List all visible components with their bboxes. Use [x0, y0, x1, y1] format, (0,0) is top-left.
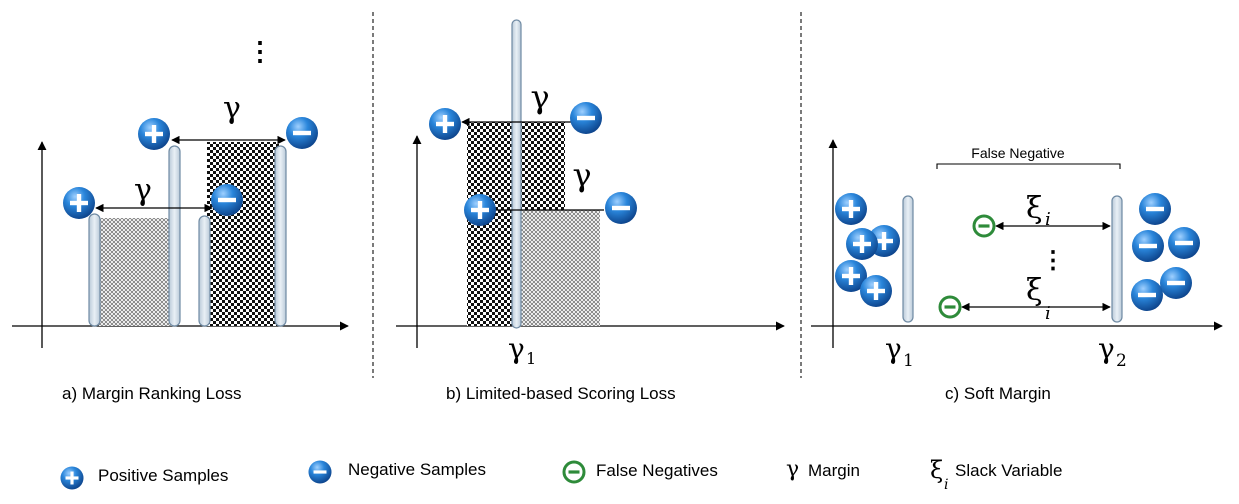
legend-label-margin: Margin	[808, 461, 860, 480]
margin-symbol: γ	[134, 173, 152, 208]
margin-region	[207, 142, 279, 326]
negative-sample-icon	[605, 192, 637, 224]
margin-symbol: γ	[572, 156, 591, 194]
score-bar	[198, 215, 211, 327]
margin-symbol: γ	[223, 91, 241, 126]
panel-c-soft-margin: False Negative ξ i ξ i ⋮ γ 1 γ 2	[811, 139, 1223, 371]
threshold-bar	[1111, 195, 1123, 323]
false-negative-bracket	[936, 163, 1121, 169]
threshold-bar	[902, 195, 914, 323]
negative-sample-icon	[1168, 227, 1200, 259]
score-bar	[168, 145, 181, 327]
xi-subscript: i	[944, 477, 948, 493]
negative-sample-icon	[1131, 279, 1163, 311]
ellipsis: ⋮	[247, 37, 273, 67]
margin-symbol: γ	[530, 78, 549, 116]
negative-sample-icon	[211, 184, 243, 216]
negative-sample-icon	[1132, 230, 1164, 262]
threshold-subscript: 1	[526, 349, 536, 368]
false-negative-icon	[938, 295, 962, 319]
positive-sample-icon	[464, 194, 496, 226]
legend: γ ξ i	[60, 456, 948, 493]
false-negative-icon	[972, 214, 996, 238]
negative-sample-icon	[1139, 193, 1171, 225]
negative-sample-icon	[1160, 267, 1192, 299]
xi-symbol: ξ	[930, 456, 943, 484]
minus-circle-icon	[308, 460, 332, 484]
threshold-label: γ	[508, 332, 525, 365]
legend-label-false-negative: False Negatives	[596, 461, 718, 480]
panel-a-caption: a) Margin Ranking Loss	[62, 384, 242, 403]
positive-sample-icon	[860, 275, 892, 307]
negative-sample-icon	[570, 102, 602, 134]
panel-a-margin-ranking: γ γ ⋮	[12, 37, 349, 348]
margin-region	[467, 210, 512, 326]
threshold-subscript: 2	[1116, 351, 1127, 371]
slack-symbol: ξ	[1026, 191, 1043, 226]
false-negative-icon	[562, 460, 586, 484]
negative-sample-icon	[286, 117, 318, 149]
score-bar	[88, 213, 101, 327]
positive-sample-icon	[138, 118, 170, 150]
threshold-label: γ	[885, 332, 902, 365]
panel-c-caption: c) Soft Margin	[945, 384, 1051, 403]
slack-subscript: i	[1045, 209, 1051, 230]
gamma-symbol: γ	[786, 457, 799, 482]
positive-sample-icon	[846, 228, 878, 260]
positive-sample-icon	[429, 108, 461, 140]
positive-sample-icon	[835, 193, 867, 225]
positive-score-region	[99, 218, 173, 326]
bracket-label: False Negative	[971, 145, 1065, 161]
threshold-bar	[511, 19, 522, 329]
score-bar	[274, 145, 287, 327]
legend-label-positive: Positive Samples	[98, 466, 229, 485]
panel-b-caption: b) Limited-based Scoring Loss	[446, 384, 676, 403]
threshold-subscript: 1	[903, 351, 914, 371]
threshold-label: γ	[1098, 332, 1115, 365]
legend-label-slack: Slack Variable	[955, 461, 1063, 480]
slack-subscript: i	[1045, 303, 1051, 324]
legend-label-negative: Negative Samples	[348, 460, 486, 479]
ellipsis: ⋮	[1041, 245, 1065, 274]
slack-symbol: ξ	[1026, 273, 1043, 308]
plus-circle-icon	[60, 466, 84, 490]
panel-b-limited-scoring: γ γ γ 1	[396, 19, 785, 368]
positive-sample-icon	[63, 187, 95, 219]
